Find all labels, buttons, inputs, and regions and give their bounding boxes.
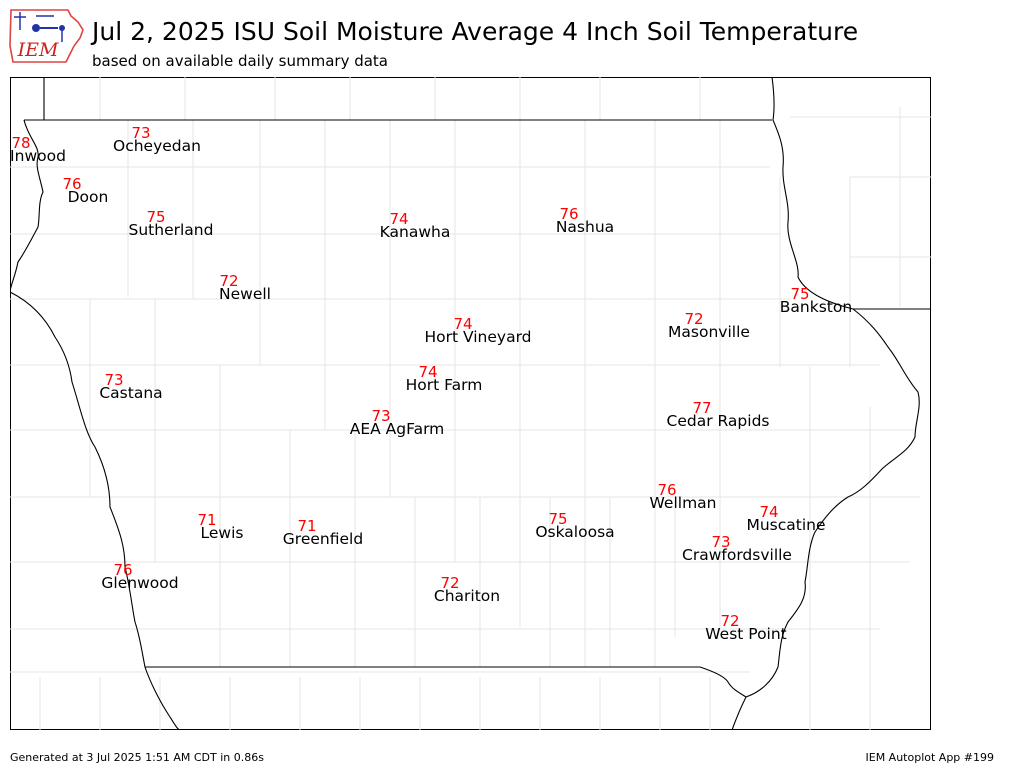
station-name-wellman: Wellman (650, 494, 717, 512)
station-name-muscatine: Muscatine (746, 516, 825, 534)
station-value-chariton: 72 (440, 574, 459, 592)
station-name-cedar-rapids: Cedar Rapids (667, 412, 770, 430)
station-name-ocheyedan: Ocheyedan (113, 137, 201, 155)
station-name-newell: Newell (219, 285, 271, 303)
map-subtitle: based on available daily summary data (92, 52, 389, 70)
station-name-doon: Doon (68, 188, 109, 206)
station-name-kanawha: Kanawha (380, 223, 451, 241)
station-name-bankston: Bankston (780, 298, 852, 316)
station-value-crawfordsville: 73 (711, 533, 730, 551)
station-name-sutherland: Sutherland (129, 221, 214, 239)
station-value-aea-agfarm: 73 (371, 407, 390, 425)
station-value-hort-farm: 74 (418, 363, 437, 381)
iem-logo: IEM (9, 9, 84, 63)
station-value-lewis: 71 (197, 511, 216, 529)
state-borders (10, 77, 931, 730)
iowa-map: 78 Inwood 73 Ocheyedan 76 Doon 75 Suther… (10, 77, 931, 730)
station-plots: 78 Inwood 73 Ocheyedan 76 Doon 75 Suther… (10, 124, 852, 643)
station-name-masonville: Masonville (668, 323, 750, 341)
autoplot-app-label: IEM Autoplot App #199 (865, 751, 995, 764)
station-value-newell: 72 (219, 272, 238, 290)
map-frame (10, 77, 931, 730)
station-value-ocheyedan: 73 (131, 124, 150, 142)
station-name-hort-farm: Hort Farm (406, 376, 483, 394)
station-name-chariton: Chariton (434, 587, 500, 605)
station-value-nashua: 76 (559, 205, 578, 223)
station-name-west-point: West Point (705, 625, 787, 643)
station-value-bankston: 75 (790, 285, 809, 303)
station-value-doon: 76 (62, 175, 81, 193)
station-value-wellman: 76 (657, 481, 676, 499)
station-value-hort-vineyard: 74 (453, 315, 472, 333)
station-name-inwood: Inwood (10, 147, 66, 165)
station-name-hort-vineyard: Hort Vineyard (424, 328, 531, 346)
station-value-masonville: 72 (684, 310, 703, 328)
station-value-inwood: 78 (11, 134, 30, 152)
station-name-oskaloosa: Oskaloosa (535, 523, 614, 541)
station-name-greenfield: Greenfield (283, 530, 363, 548)
map-title: Jul 2, 2025 ISU Soil Moisture Average 4 … (92, 17, 859, 46)
station-value-muscatine: 74 (759, 503, 778, 521)
station-name-castana: Castana (99, 384, 162, 402)
generated-timestamp: Generated at 3 Jul 2025 1:51 AM CDT in 0… (10, 751, 264, 764)
station-value-glenwood: 76 (113, 561, 132, 579)
station-name-aea-agfarm: AEA AgFarm (350, 420, 445, 438)
station-name-nashua: Nashua (556, 218, 614, 236)
logo-text: IEM (17, 39, 59, 61)
station-name-glenwood: Glenwood (101, 574, 178, 592)
station-value-castana: 73 (104, 371, 123, 389)
station-value-oskaloosa: 75 (548, 510, 567, 528)
station-value-cedar-rapids: 77 (692, 399, 711, 417)
station-name-crawfordsville: Crawfordsville (682, 546, 792, 564)
station-value-west-point: 72 (720, 612, 739, 630)
station-name-lewis: Lewis (201, 524, 244, 542)
station-value-greenfield: 71 (297, 517, 316, 535)
station-value-sutherland: 75 (146, 208, 165, 226)
station-value-kanawha: 74 (389, 210, 408, 228)
